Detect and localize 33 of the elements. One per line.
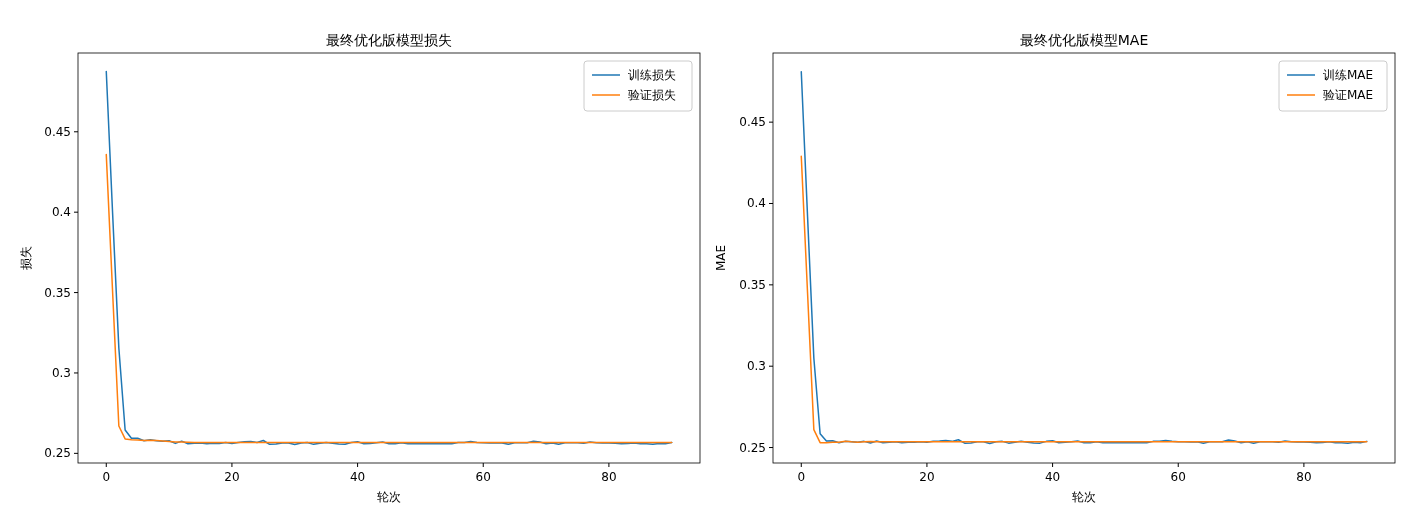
y-tick-label: 0.4 [51,205,71,220]
x-tick-label: 0 [797,470,806,484]
chart-title: 最终优化版模型损失 [326,32,452,48]
y-tick-label: 0.35 [44,285,71,300]
x-tick-label: 20 [919,470,935,484]
y-tick-label: 0.45 [739,115,766,130]
legend-label: 验证MAE [1323,88,1374,102]
legend-label: 训练MAE [1323,68,1374,82]
y-tick-label: 0.3 [51,365,71,380]
y-tick-label: 0.25 [739,440,766,455]
x-tick-label: 60 [475,470,491,484]
x-tick-label: 80 [1296,470,1312,484]
y-axis-title: MAE [714,244,728,272]
y-tick-label: 0.25 [44,446,71,461]
y-tick-label: 0.35 [739,277,766,292]
y-tick-label: 0.3 [746,359,766,374]
y-axis-title: 损失 [19,246,33,270]
x-tick-label: 40 [349,470,366,484]
chart-title: 最终优化版模型MAE [1019,32,1149,48]
x-tick-label: 60 [1170,470,1186,484]
line-series [105,153,673,444]
x-tick-label: 40 [1044,470,1061,484]
x-tick-label: 80 [601,470,617,484]
x-axis-title: 轮次 [377,490,401,504]
line-series [105,70,673,446]
x-axis-title: 轮次 [1072,490,1096,504]
y-tick-label: 0.4 [746,196,766,211]
x-tick-label: 0 [102,470,111,484]
line-series [800,155,1368,444]
x-tick-label: 20 [224,470,240,484]
y-tick-label: 0.45 [44,124,71,139]
legend-label: 验证损失 [628,88,676,102]
legend-label: 训练损失 [628,68,676,82]
